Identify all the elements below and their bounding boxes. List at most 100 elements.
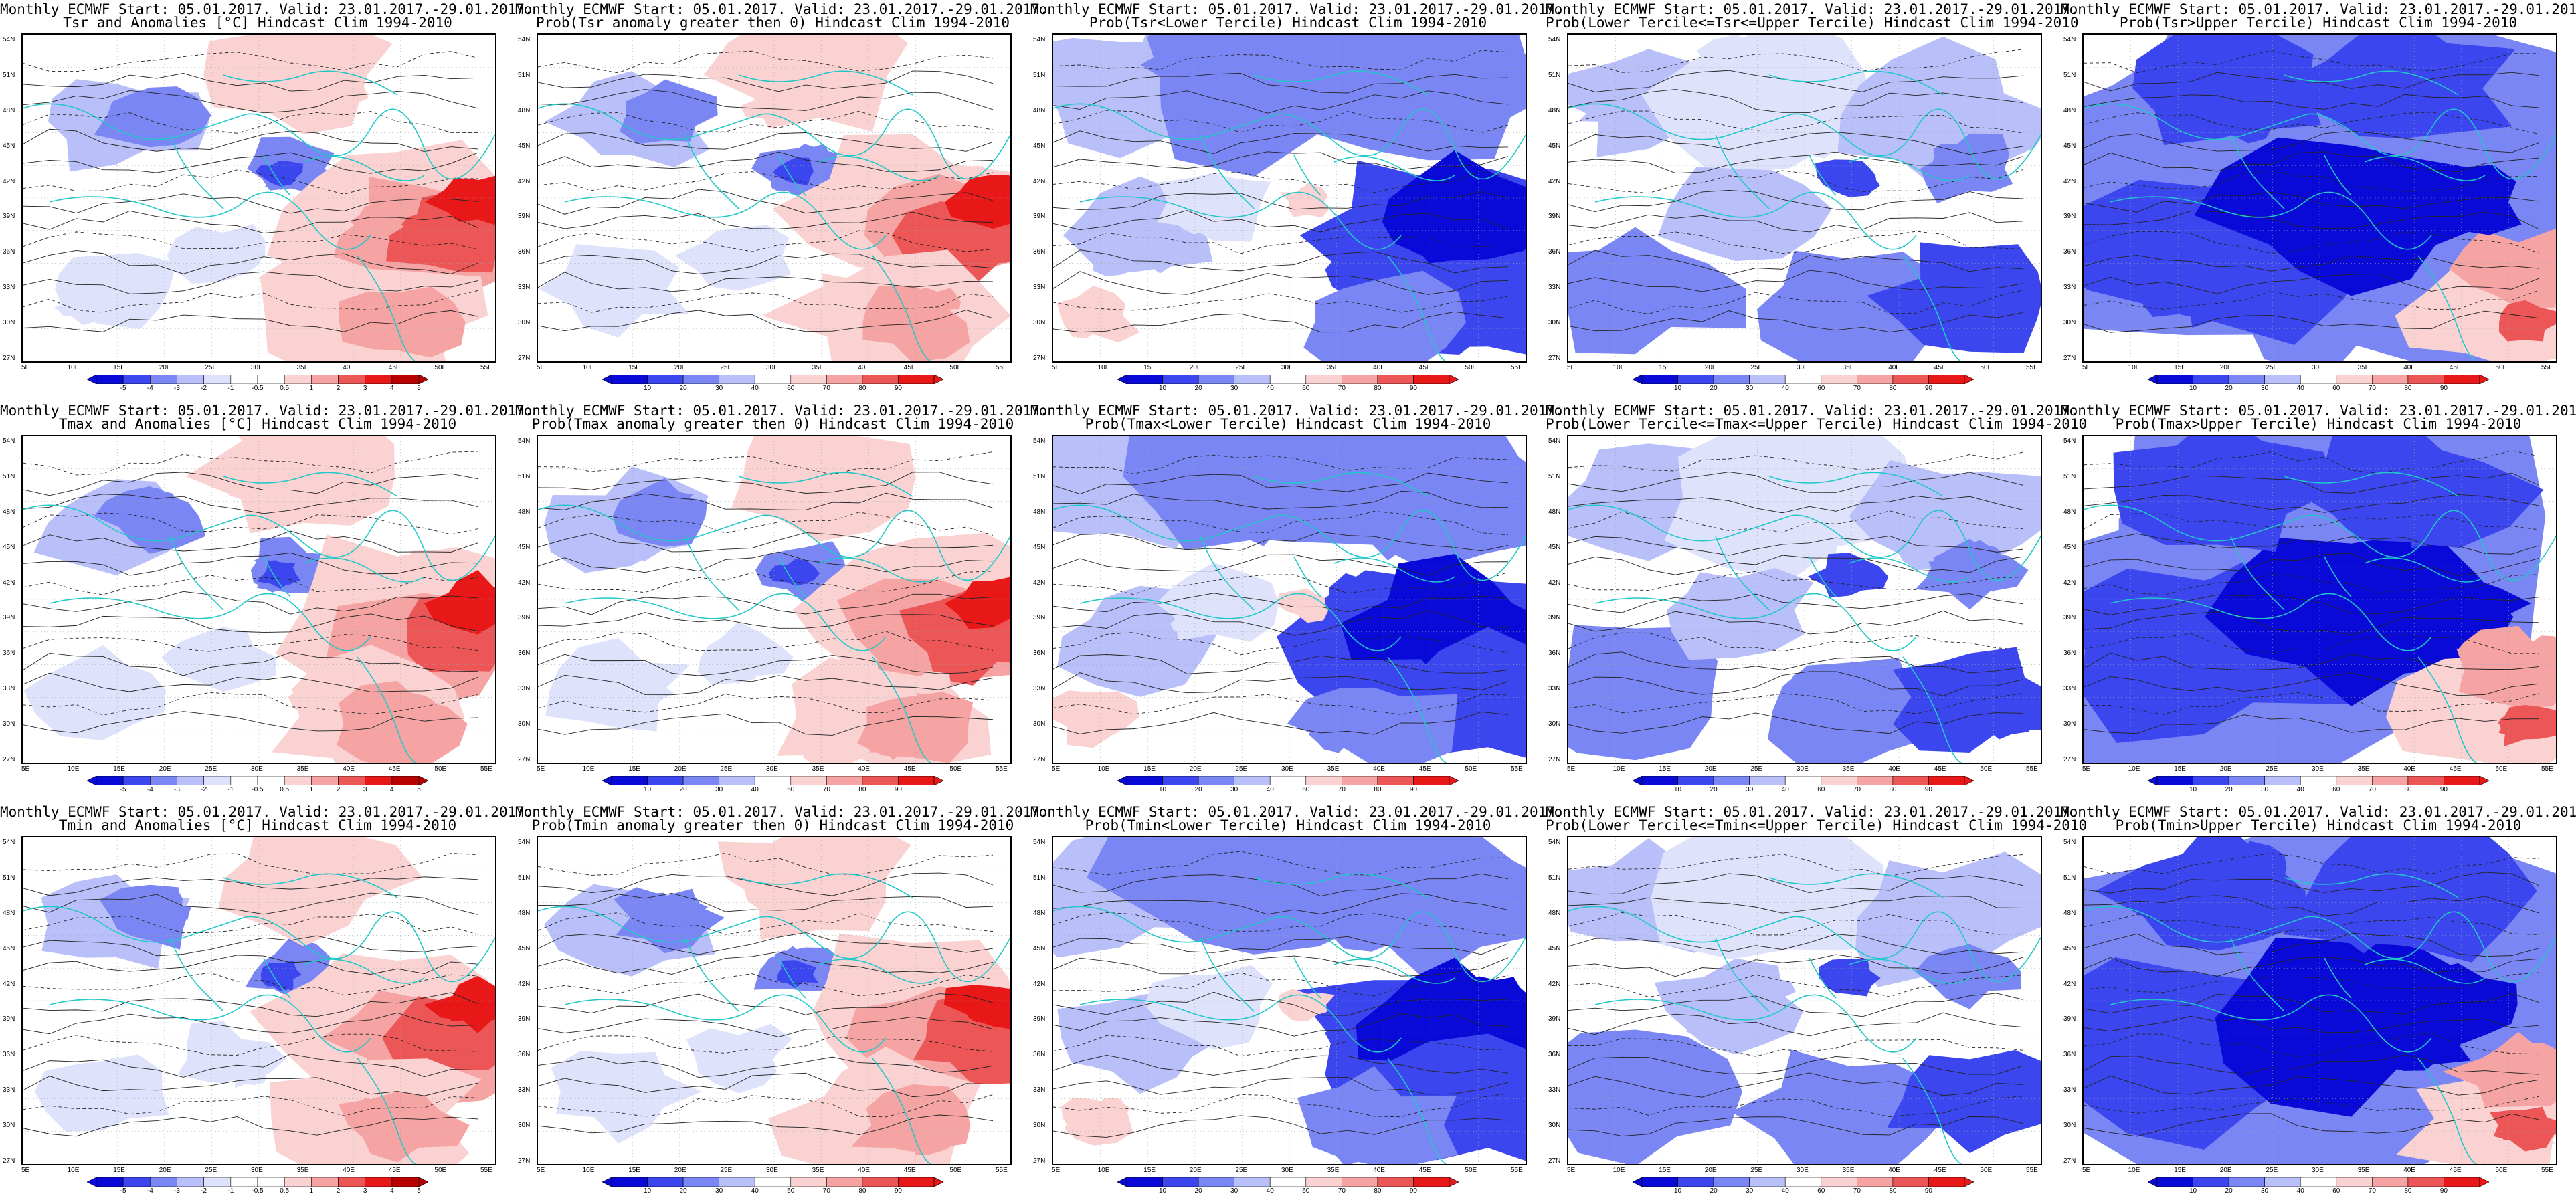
latitude-axis: 54N 51N 48N 45N 42N 39N 36N 33N 30N 27N [515, 33, 537, 363]
latitude-tick-label: 45N [2063, 944, 2076, 952]
coastline [1715, 536, 1770, 611]
colorbar-swatch [391, 375, 420, 384]
latitude-tick-label: 39N [1548, 614, 1561, 622]
longitude-tick-label: 15E [113, 1167, 125, 1174]
isotherm-contour [23, 128, 478, 153]
colorbar-swatch [1234, 375, 1271, 384]
colorbar-swatch [611, 375, 648, 384]
isotherm-contour [23, 1033, 478, 1056]
isotherm-contour [538, 171, 994, 191]
longitude-tick-label: 25E [1235, 1167, 1248, 1174]
anomaly-region [1202, 486, 1313, 546]
colorbar-tick-label: 60 [2332, 385, 2340, 392]
longitude-tick-label: 50E [949, 765, 962, 773]
panel-title-line1: Monthly ECMWF Start: 05.01.2017. Valid: … [515, 804, 1048, 820]
coastline [684, 536, 739, 611]
colorbar-swatch [122, 1177, 151, 1187]
colorbar-swatch [2336, 1177, 2373, 1187]
colorbar-swatch [826, 1177, 863, 1187]
latitude-tick-label: 54N [518, 839, 531, 846]
coastline [1387, 1058, 1455, 1164]
isotherm-contour [1053, 610, 1509, 636]
colorbar-tick-label: 10 [1158, 385, 1167, 392]
latitude-tick-label: 30N [1033, 1122, 1046, 1130]
anomaly-region [959, 1001, 992, 1023]
colorbar-swatch [1713, 375, 1750, 384]
anomaly-region [1378, 837, 1475, 894]
colorbar-tick-label: 30 [1230, 786, 1238, 793]
colorbar-swatch [2407, 1177, 2444, 1187]
anomaly-region [1322, 698, 1372, 736]
colorbar-tick-label: 70 [822, 385, 830, 392]
isotherm-contour [23, 310, 478, 332]
colorbar-tick-label: 80 [2404, 385, 2412, 392]
latitude-tick-label: 30N [3, 720, 15, 728]
coastline [818, 156, 940, 181]
anomaly-region [2498, 324, 2524, 340]
colorbar [602, 776, 943, 785]
colorbar-max-arrow [2479, 1177, 2489, 1187]
colorbar-swatch [96, 776, 124, 785]
colorbar-swatch [203, 776, 232, 785]
anomaly-region [1472, 1090, 1526, 1135]
colorbar-max-arrow [418, 375, 428, 384]
coastline [263, 155, 291, 196]
colorbar-swatch [230, 776, 258, 785]
coastline [1333, 156, 1455, 181]
colorbar-swatch [2228, 375, 2265, 384]
colorbar-swatch [682, 375, 719, 384]
isotherm-contour [1568, 1116, 2024, 1136]
latitude-tick-label: 30N [1548, 1122, 1561, 1130]
isotherm-contour [2084, 290, 2539, 310]
latitude-tick-label: 30N [2063, 319, 2076, 327]
map-panel: Monthly ECMWF Start: 05.01.2017. Valid: … [515, 401, 1048, 803]
anomaly-region [1811, 1116, 1894, 1161]
panel-title-line1: Monthly ECMWF Start: 05.01.2017. Valid: … [1030, 1, 1564, 17]
colorbar-swatch [338, 1177, 365, 1187]
colorbar-swatch [1126, 776, 1163, 785]
map-field [1568, 837, 2041, 1164]
anomaly-region [1932, 144, 1971, 169]
isotherm-contour [538, 1035, 994, 1054]
latitude-tick-label: 48N [1548, 106, 1561, 114]
panel-title-line2: Prob(Tmax anomaly greater then 0) Hindca… [531, 416, 1014, 432]
anomaly-region [447, 604, 478, 624]
colorbar-tick-label: 20 [679, 1187, 687, 1195]
longitude-axis: 5E 10E 15E 20E 25E 30E 35E 40E 45E 50E 55E [2082, 1165, 2557, 1176]
latitude-tick-label: 27N [518, 1157, 531, 1165]
colorbar-tick-label: 70 [1853, 385, 1861, 392]
panel-title-line2: Tmin and Anomalies [°C] Hindcast Clim 19… [58, 817, 457, 833]
anomaly-region [1888, 491, 1970, 535]
anomaly-region [710, 248, 749, 272]
colorbar-swatch [2407, 375, 2444, 384]
longitude-tick-label: 45E [2449, 765, 2462, 773]
colorbar-tick-label: -3 [174, 786, 180, 793]
latitude-tick-label: 48N [2063, 106, 2076, 114]
latitude-tick-label: 39N [1548, 1015, 1561, 1023]
isotherm-contour [2084, 255, 2539, 272]
anomaly-region [905, 1112, 951, 1139]
isotherm-contour [1053, 593, 1509, 613]
colorbar-swatch [1234, 776, 1271, 785]
coastline [223, 70, 398, 96]
colorbar [87, 375, 428, 384]
isotherm-contour [23, 914, 478, 935]
colorbar-swatch [203, 375, 232, 384]
isotherm-contour [1568, 854, 2024, 877]
colorbar-tick-label: 20 [679, 385, 687, 392]
isotherm-contour [1568, 249, 2024, 275]
colorbar-tick-label: -0.5 [252, 385, 264, 392]
isotherm-contour [1053, 893, 1509, 915]
colorbar [2148, 776, 2489, 785]
latitude-tick-label: 51N [1033, 472, 1046, 480]
map-frame [1567, 33, 2042, 363]
latitude-tick-label: 54N [2063, 437, 2076, 445]
latitude-tick-label: 33N [3, 284, 15, 292]
longitude-tick-label: 35E [2357, 1167, 2370, 1174]
anomaly-region [267, 560, 282, 571]
colorbar-tick-label: 20 [1194, 385, 1202, 392]
colorbar-tick-label: 30 [1746, 1187, 1754, 1195]
isotherm-contour [1053, 311, 1509, 333]
colorbar-tick-label: 60 [1817, 786, 1825, 793]
latitude-tick-label: 51N [2063, 71, 2076, 79]
